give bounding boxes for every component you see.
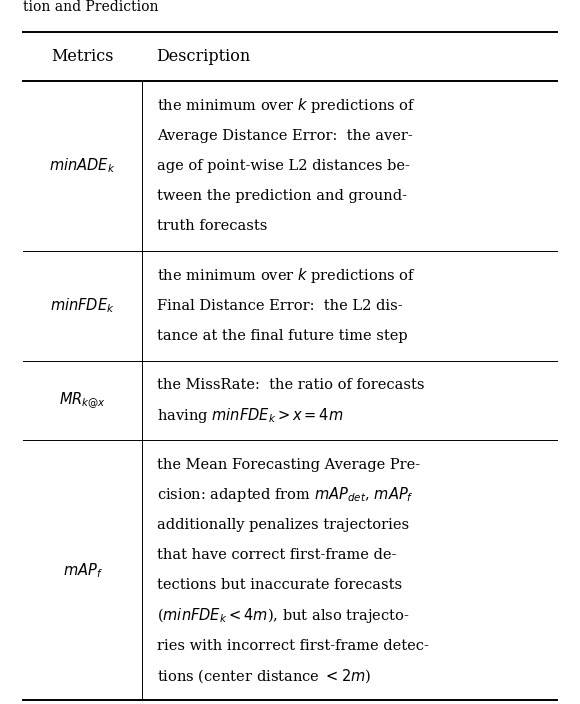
Text: tions (center distance $< 2m$): tions (center distance $< 2m$) — [157, 667, 371, 685]
Text: tections but inaccurate forecasts: tections but inaccurate forecasts — [157, 578, 402, 592]
Text: $mAP_f$: $mAP_f$ — [63, 561, 103, 579]
Text: Average Distance Error:  the aver-: Average Distance Error: the aver- — [157, 129, 412, 143]
Text: the MissRate:  the ratio of forecasts: the MissRate: the ratio of forecasts — [157, 378, 424, 392]
Text: having $minFDE_k > x = 4m$: having $minFDE_k > x = 4m$ — [157, 406, 343, 425]
Text: $minADE_k$: $minADE_k$ — [49, 156, 116, 175]
Text: $MR_{k@x}$: $MR_{k@x}$ — [59, 391, 106, 410]
Text: the minimum over $k$ predictions of: the minimum over $k$ predictions of — [157, 96, 415, 115]
Text: tion and Prediction: tion and Prediction — [23, 0, 159, 14]
Text: tance at the final future time step: tance at the final future time step — [157, 329, 407, 343]
Text: that have correct first-frame de-: that have correct first-frame de- — [157, 548, 396, 562]
Text: truth forecasts: truth forecasts — [157, 219, 267, 233]
Text: age of point-wise L2 distances be-: age of point-wise L2 distances be- — [157, 159, 409, 173]
Text: additionally penalizes trajectories: additionally penalizes trajectories — [157, 518, 409, 532]
Text: tween the prediction and ground-: tween the prediction and ground- — [157, 189, 407, 203]
Text: Metrics: Metrics — [52, 48, 114, 65]
Text: the minimum over $k$ predictions of: the minimum over $k$ predictions of — [157, 266, 415, 285]
Text: ($minFDE_k < 4m$), but also trajecto-: ($minFDE_k < 4m$), but also trajecto- — [157, 606, 409, 625]
Text: the Mean Forecasting Average Pre-: the Mean Forecasting Average Pre- — [157, 458, 420, 472]
Text: cision: adapted from $mAP_{det}$, $mAP_f$: cision: adapted from $mAP_{det}$, $mAP_f… — [157, 485, 414, 504]
Text: ries with incorrect first-frame detec-: ries with incorrect first-frame detec- — [157, 639, 429, 653]
Text: $minFDE_k$: $minFDE_k$ — [50, 296, 115, 315]
Text: Description: Description — [157, 48, 251, 65]
Text: Final Distance Error:  the L2 dis-: Final Distance Error: the L2 dis- — [157, 298, 402, 313]
